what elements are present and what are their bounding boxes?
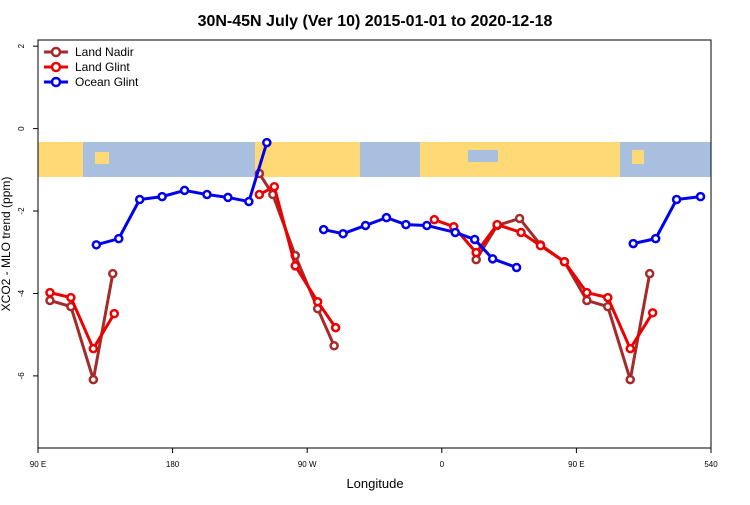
point [244, 196, 254, 207]
point [329, 341, 339, 351]
point [429, 214, 440, 225]
legend-marker [50, 76, 62, 88]
point [625, 374, 635, 385]
point [401, 219, 411, 230]
point [647, 308, 658, 318]
point [269, 181, 280, 192]
point [66, 292, 76, 303]
point [134, 194, 145, 205]
point [516, 227, 526, 238]
x-tick-label: 90 E [30, 460, 46, 469]
point [603, 292, 613, 303]
y-tick-label: -4 [17, 289, 26, 297]
point [514, 213, 525, 224]
x-tick-label: 540 [704, 460, 718, 469]
point [644, 268, 655, 279]
legend-marker [50, 61, 62, 73]
point [157, 191, 167, 202]
point [582, 295, 592, 306]
point [330, 322, 341, 333]
point [450, 227, 461, 238]
point [492, 219, 502, 230]
point [114, 233, 124, 244]
point [91, 240, 102, 250]
chart-title: 30N-45N July (Ver 10) 2015-01-01 to 2020… [198, 13, 553, 30]
x-tick-label: 0 [440, 460, 445, 469]
series-line [49, 172, 652, 381]
point [109, 308, 120, 319]
plot-frame [37, 39, 712, 449]
map-strip [38, 142, 711, 177]
point [511, 262, 522, 273]
point [223, 192, 233, 203]
point [88, 343, 99, 354]
point [471, 247, 481, 258]
point [88, 374, 99, 385]
point [582, 287, 592, 298]
point [262, 137, 272, 148]
y-tick-label: -6 [17, 372, 26, 380]
point [650, 233, 661, 244]
point [108, 268, 118, 279]
y-axis-label: XCO2 - MLO trend (ppm) [0, 177, 13, 312]
point [671, 194, 682, 205]
y-tick-label: 2 [17, 43, 26, 48]
x-tick-label: 180 [166, 460, 180, 469]
point [469, 234, 480, 245]
point [381, 212, 392, 223]
y-tick-label: -2 [17, 207, 26, 215]
series-line [49, 184, 654, 352]
point [179, 185, 190, 196]
y-tick-label: 0 [17, 126, 26, 131]
point [625, 343, 635, 354]
x-tick-label: 90 E [568, 460, 584, 469]
x-axis-label: Longitude [346, 476, 403, 491]
point [202, 189, 212, 200]
point [535, 240, 546, 251]
point [360, 220, 371, 231]
point [318, 224, 329, 235]
point [45, 287, 55, 298]
legend-marker [50, 46, 62, 58]
point [628, 238, 638, 249]
point [487, 254, 498, 264]
point [254, 189, 265, 200]
point [559, 256, 570, 267]
point [45, 295, 55, 306]
point [312, 296, 323, 307]
point [290, 261, 300, 271]
x-tick-label: 90 W [298, 460, 317, 469]
legend-label: Land Nadir [75, 45, 134, 59]
legend-label: Ocean Glint [75, 75, 139, 89]
legend-label: Land Glint [75, 60, 130, 74]
point [695, 191, 706, 202]
point [422, 220, 432, 231]
point [338, 228, 348, 239]
